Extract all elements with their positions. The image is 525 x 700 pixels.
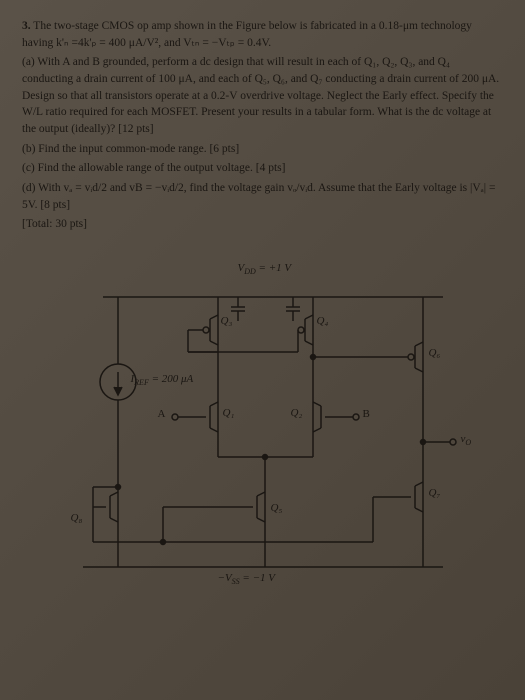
- part-d: (d) With vₐ = vᵢd/2 and vB = −vᵢd/2, fin…: [22, 180, 503, 213]
- q6-label: Q₆: [429, 347, 441, 359]
- q7-label: Q₇: [429, 487, 441, 499]
- circuit-svg: [23, 247, 503, 607]
- part-a: (a) With A and B grounded, perform a dc …: [22, 54, 503, 137]
- q1-label: Q₁: [223, 407, 235, 419]
- node-a-label: A: [158, 408, 166, 420]
- total-pts: [Total: 30 pts]: [22, 216, 503, 233]
- node-b-label: B: [363, 408, 370, 420]
- problem-number: 3.: [22, 20, 31, 32]
- part-c: (c) Find the allowable range of the outp…: [22, 160, 503, 177]
- iref-label: IREF = 200 μA: [131, 373, 194, 387]
- vss-label: −VSS = −1 V: [218, 572, 276, 586]
- q4-label: Q₄: [317, 315, 329, 327]
- problem-intro: 3. The two-stage CMOS op amp shown in th…: [22, 18, 503, 51]
- q2-label: Q₂: [291, 407, 303, 419]
- q5-label: Q₅: [271, 502, 283, 514]
- problem-text: 3. The two-stage CMOS op amp shown in th…: [22, 18, 503, 233]
- vdd-label: VDD = +1 V: [238, 262, 292, 276]
- circuit-diagram: VDD = +1 V −VSS = −1 V IREF = 200 μA A B…: [23, 247, 503, 607]
- q3-label: Q₃: [221, 315, 233, 327]
- part-b: (b) Find the input common-mode range. [6…: [22, 141, 503, 158]
- vo-label: vO: [461, 433, 472, 447]
- intro-text: The two-stage CMOS op amp shown in the F…: [22, 20, 472, 49]
- q8-label: Q₈: [71, 512, 83, 524]
